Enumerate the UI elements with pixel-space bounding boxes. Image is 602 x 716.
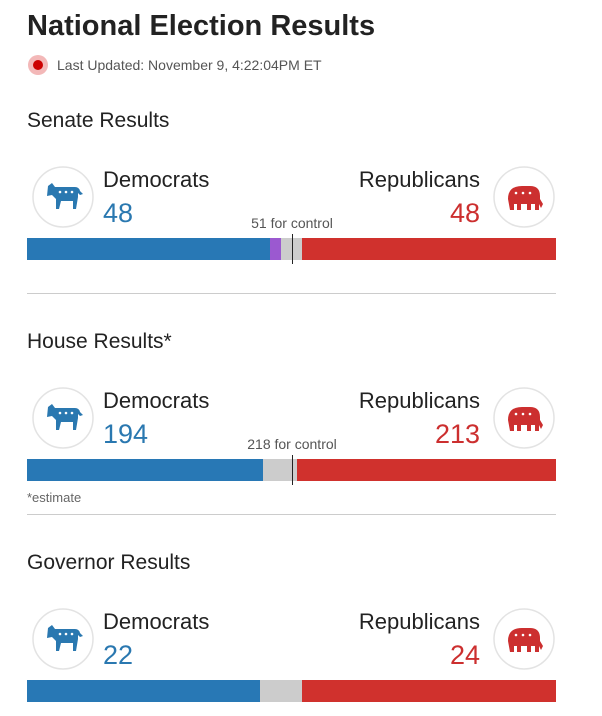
divider (27, 293, 556, 294)
last-updated: Last Updated: November 9, 4:22:04PM ET (57, 57, 322, 73)
democrat-icon (32, 166, 94, 228)
democrat-seats: 194 (103, 419, 149, 449)
republican-bar (296, 459, 556, 481)
democrat-seats: 48 (103, 198, 134, 228)
democrat-seats: 22 (103, 640, 134, 670)
republican-label: Republicans (358, 167, 480, 192)
republican-icon (493, 166, 555, 228)
majority-line (291, 234, 293, 264)
footnote: *estimate (27, 490, 82, 505)
democrat-bar (27, 238, 281, 260)
republican-bar (302, 680, 556, 702)
republican-seats: 48 (449, 198, 480, 228)
republican-seats: 24 (449, 640, 480, 670)
seat-bar (27, 459, 556, 481)
divider (27, 514, 556, 515)
section-title: Governor Results (27, 551, 191, 574)
control-threshold: 218 for control (247, 436, 337, 452)
seat-bar (27, 680, 556, 702)
republican-bar (302, 238, 556, 260)
democrat-icon (32, 387, 94, 449)
democrat-icon (32, 608, 94, 670)
democrat-bar (27, 459, 263, 481)
republican-label: Republicans (358, 609, 480, 634)
section-title: House Results* (27, 330, 172, 353)
democrat-bar (27, 680, 260, 702)
live-indicator (28, 55, 48, 75)
democrat-label: Democrats (103, 167, 210, 192)
independent-bar (270, 238, 281, 260)
page-title: National Election Results (27, 10, 376, 42)
republican-icon (493, 608, 555, 670)
control-threshold: 51 for control (251, 215, 333, 231)
majority-line (291, 455, 293, 485)
republican-label: Republicans (358, 388, 480, 413)
democrat-label: Democrats (103, 388, 210, 413)
republican-icon (493, 387, 555, 449)
section-title: Senate Results (27, 109, 170, 132)
republican-seats: 213 (434, 419, 480, 449)
democrat-label: Democrats (103, 609, 210, 634)
